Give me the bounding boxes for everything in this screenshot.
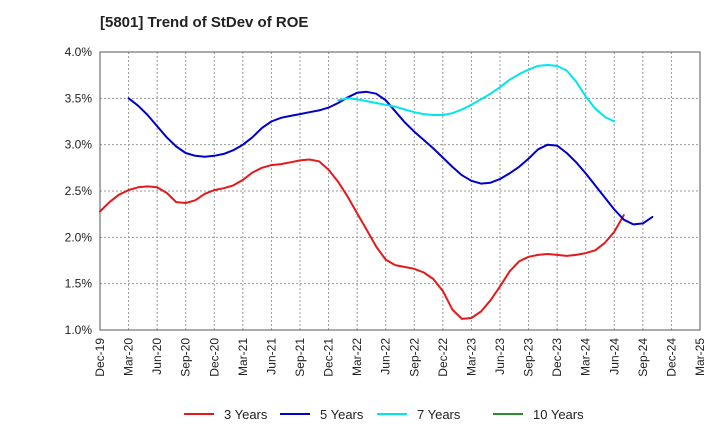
y-tick-label: 4.0% <box>65 45 93 59</box>
x-tick-label: Mar-20 <box>122 338 136 376</box>
y-tick-labels: 1.0% 1.5% 2.0% 2.5% 3.0% 3.5% 4.0% <box>65 45 93 337</box>
x-tick-label: Jun-24 <box>607 338 621 375</box>
series-line-5-years <box>127 90 654 226</box>
plot-area-border <box>99 51 701 331</box>
x-tick-label: Jun-23 <box>493 338 507 375</box>
legend-label-3-years: 3 Years <box>224 407 268 422</box>
x-tick-label: Jun-21 <box>264 338 278 375</box>
y-tick-label: 1.0% <box>65 323 93 337</box>
x-tick-label: Dec-21 <box>322 338 336 377</box>
y-tick-label: 1.5% <box>65 277 93 291</box>
y-tick-label: 3.0% <box>65 138 93 152</box>
y-tick-label: 2.0% <box>65 230 93 244</box>
chart-title: [5801] Trend of StDev of ROE <box>100 14 309 31</box>
x-tick-label: Sep-22 <box>407 338 421 377</box>
series-line-7-years <box>337 64 616 123</box>
axes <box>99 51 701 331</box>
grid-lines <box>100 51 700 331</box>
x-tick-label: Dec-19 <box>93 338 107 377</box>
x-tick-label: Mar-25 <box>693 338 707 376</box>
legend: 3 Years 5 Years 7 Years 10 Years <box>184 407 584 422</box>
x-tick-label: Dec-22 <box>436 338 450 377</box>
x-tick-label: Sep-23 <box>522 338 536 377</box>
x-tick-label: Mar-21 <box>236 338 250 376</box>
x-tick-label: Mar-23 <box>464 338 478 376</box>
x-tick-labels: Dec-19 Mar-20 Jun-20 Sep-20 Dec-20 Mar-21 Jun-… <box>93 338 707 377</box>
series-line-3-years <box>99 158 625 320</box>
x-tick-label: Sep-24 <box>636 338 650 377</box>
series-lines <box>99 64 654 320</box>
x-tick-label: Sep-21 <box>293 338 307 377</box>
legend-label-5-years: 5 Years <box>320 407 364 422</box>
x-tick-label: Mar-24 <box>579 338 593 376</box>
x-tick-label: Dec-23 <box>550 338 564 377</box>
x-tick-label: Jun-22 <box>379 338 393 375</box>
legend-label-7-years: 7 Years <box>417 407 461 422</box>
y-tick-label: 2.5% <box>65 184 93 198</box>
x-tick-label: Dec-24 <box>664 338 678 377</box>
x-tick-label: Mar-22 <box>350 338 364 376</box>
y-tick-label: 3.5% <box>65 91 93 105</box>
x-tick-label: Dec-20 <box>207 338 221 377</box>
legend-label-10-years: 10 Years <box>533 407 584 422</box>
x-tick-label: Jun-20 <box>150 338 164 375</box>
x-tick-label: Sep-20 <box>179 338 193 377</box>
